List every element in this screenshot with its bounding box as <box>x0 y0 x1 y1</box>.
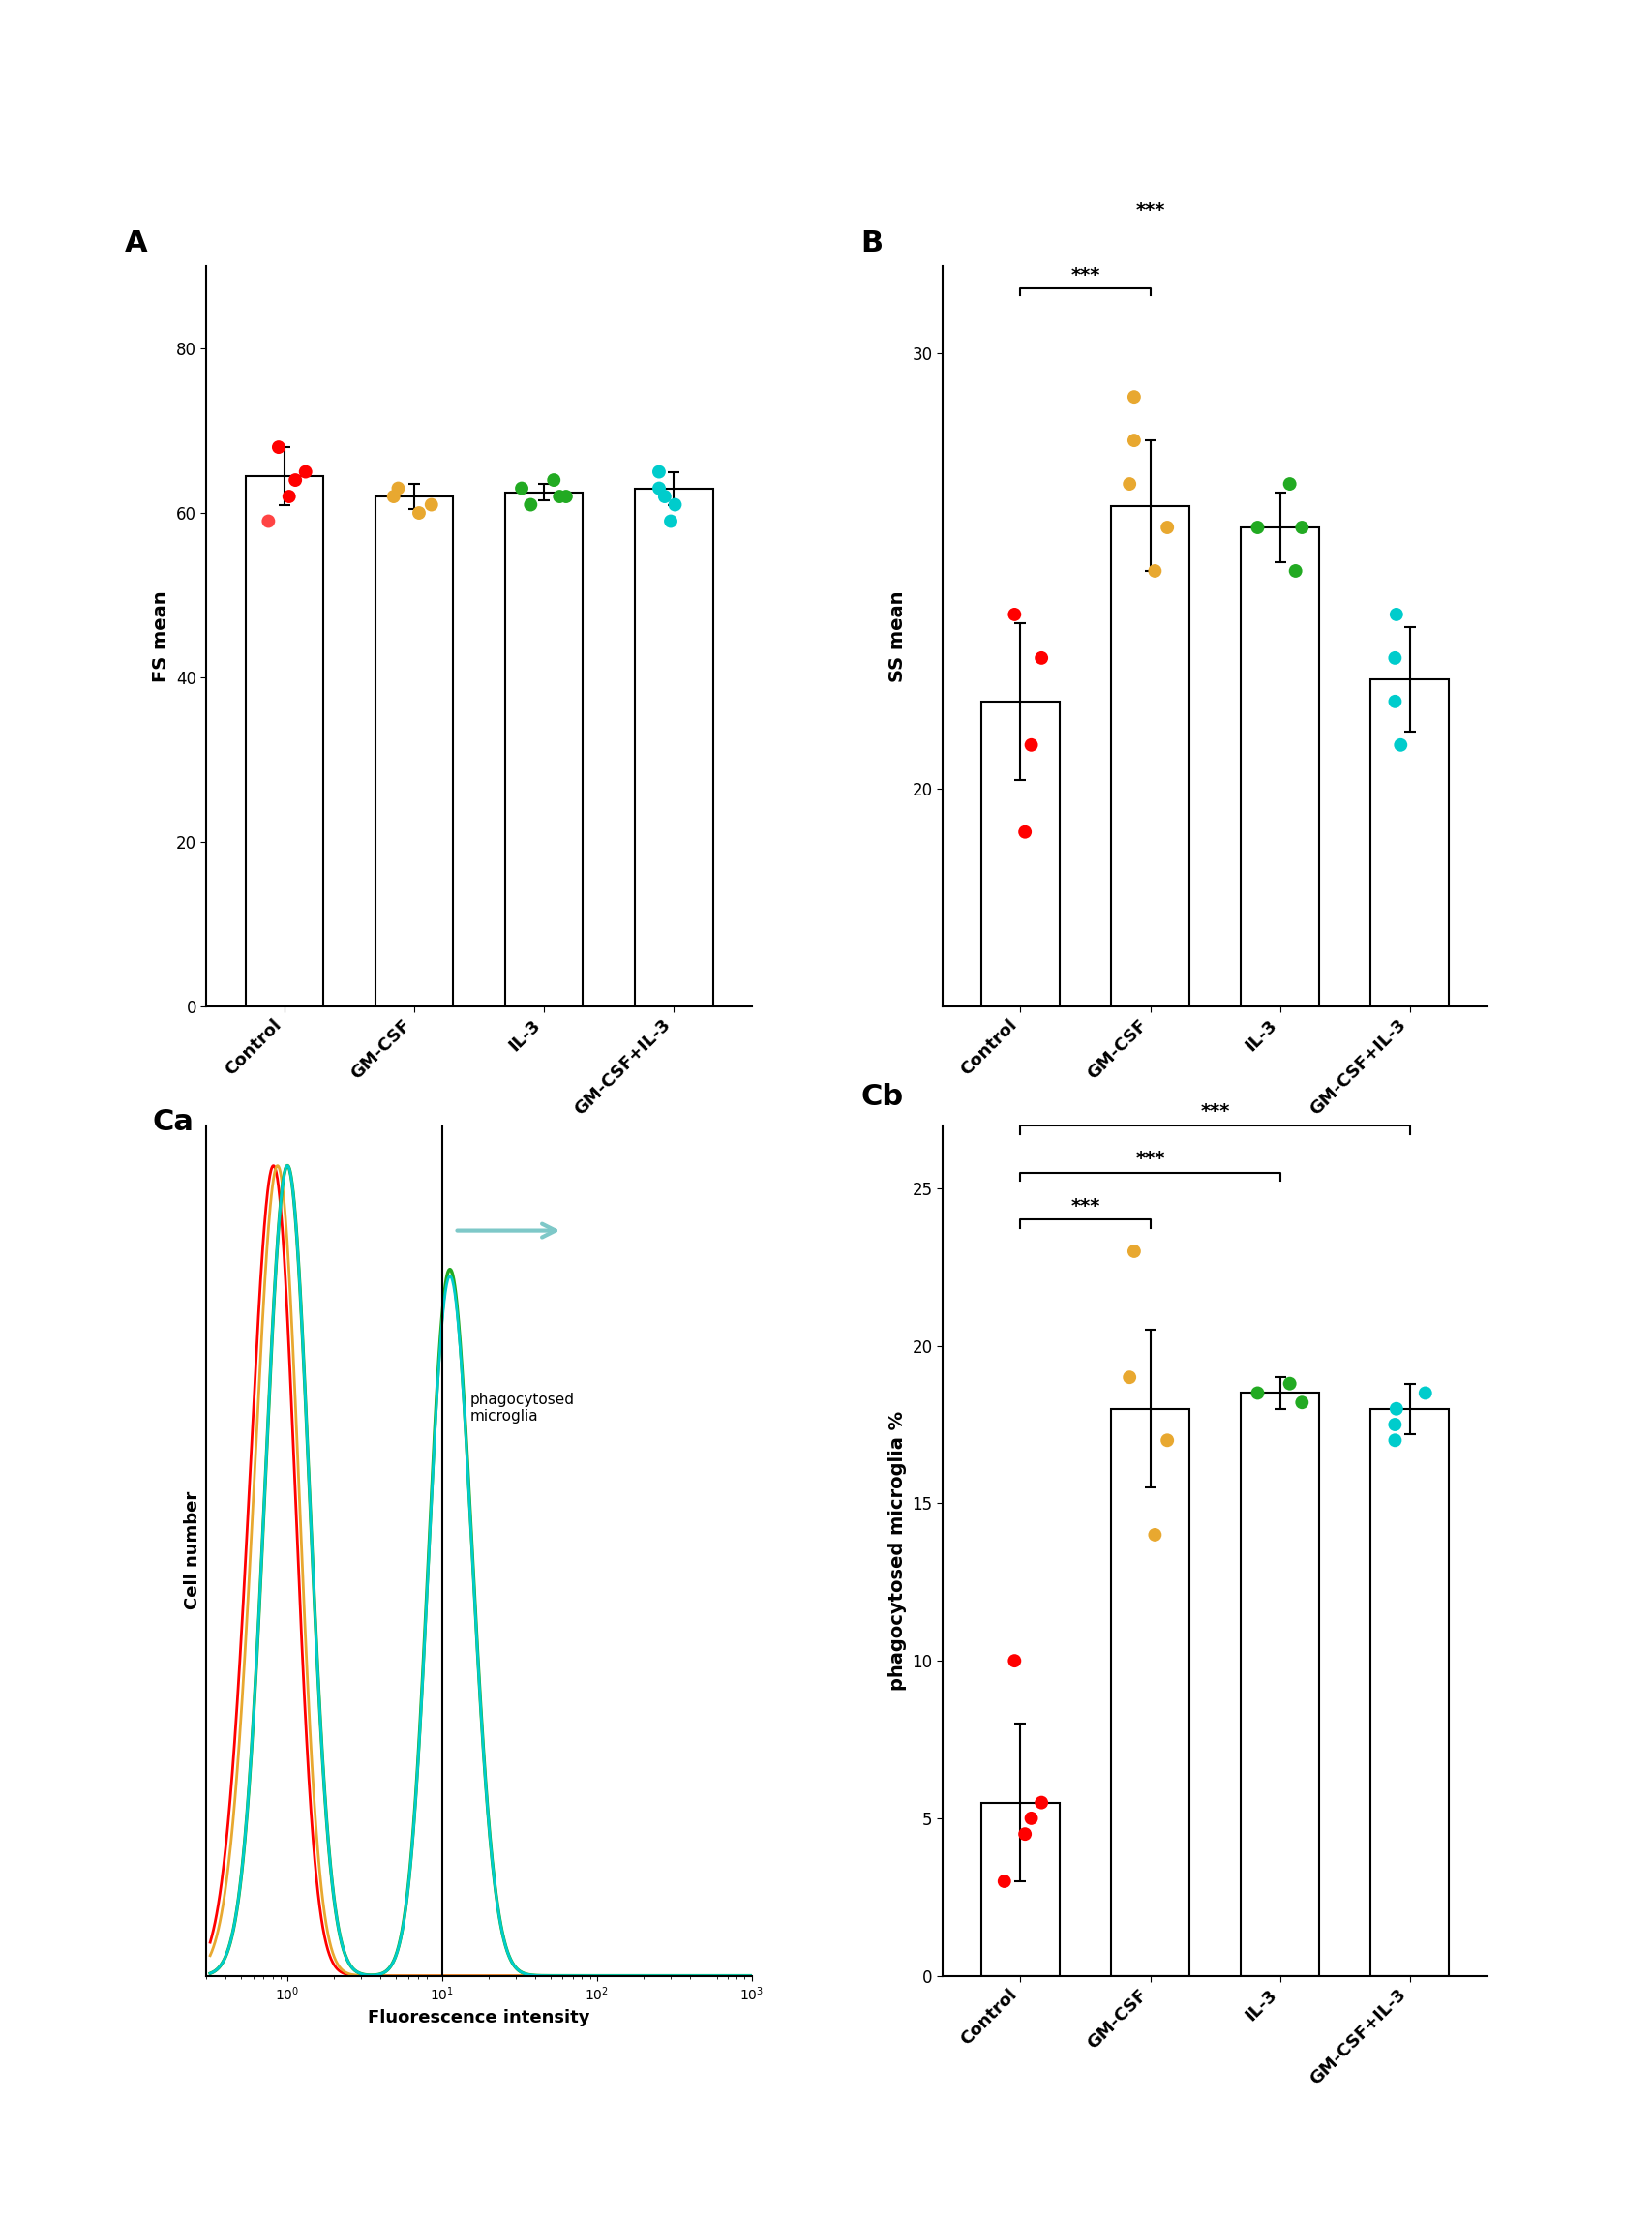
Point <box>1115 466 1142 502</box>
Point <box>1383 597 1409 633</box>
Point <box>1001 597 1028 633</box>
Point <box>1386 728 1412 764</box>
Y-axis label: phagocytosed microglia %: phagocytosed microglia % <box>887 1410 905 1689</box>
Point <box>1142 1516 1168 1552</box>
Point <box>1153 1423 1180 1459</box>
Point <box>292 455 319 491</box>
Text: ***: *** <box>1070 266 1099 284</box>
X-axis label: Fluorescence intensity: Fluorescence intensity <box>368 2009 590 2027</box>
Point <box>1018 728 1044 764</box>
Point <box>1120 380 1146 415</box>
Point <box>1244 511 1270 546</box>
Point <box>1120 422 1146 457</box>
Point <box>991 1863 1018 1898</box>
Point <box>1381 1407 1408 1443</box>
Text: B: B <box>861 229 882 258</box>
Point <box>646 455 672 491</box>
Bar <box>634 488 712 1006</box>
Bar <box>1241 1392 1318 1976</box>
Point <box>1383 1392 1409 1427</box>
Bar <box>1370 679 1447 1658</box>
Point <box>282 462 309 497</box>
Bar <box>1110 1410 1188 1976</box>
Point <box>405 495 431 531</box>
Point <box>1381 639 1408 675</box>
Point <box>1275 1365 1302 1401</box>
Point <box>1011 1816 1037 1851</box>
Bar <box>506 493 583 1006</box>
Point <box>1411 1374 1437 1410</box>
Point <box>1018 1800 1044 1836</box>
Point <box>1381 684 1408 719</box>
Text: ***: *** <box>1199 1103 1229 1121</box>
Point <box>1244 1374 1270 1410</box>
Point <box>418 486 444 522</box>
Point <box>380 480 406 515</box>
Point <box>1028 639 1054 675</box>
Text: Cb: Cb <box>861 1083 904 1110</box>
Point <box>1120 1234 1146 1270</box>
Bar <box>1370 1410 1447 1976</box>
Bar <box>1241 528 1318 1658</box>
Point <box>1153 511 1180 546</box>
Y-axis label: Cell number: Cell number <box>183 1492 202 1610</box>
Text: A: A <box>126 229 147 258</box>
Text: ***: *** <box>1135 200 1165 220</box>
Point <box>1289 511 1315 546</box>
Point <box>1142 553 1168 588</box>
Point <box>657 504 684 539</box>
Point <box>1282 553 1308 588</box>
Text: phagocytosed
microglia: phagocytosed microglia <box>469 1392 573 1423</box>
Bar <box>1110 506 1188 1658</box>
Point <box>1028 1785 1054 1820</box>
Bar <box>246 475 324 1006</box>
Point <box>276 480 302 515</box>
Text: ***: *** <box>1135 1150 1165 1168</box>
Y-axis label: FS mean: FS mean <box>152 591 170 682</box>
Point <box>1011 815 1037 850</box>
Y-axis label: SS mean: SS mean <box>887 591 905 682</box>
Point <box>385 471 411 506</box>
Point <box>661 486 687 522</box>
Bar <box>981 1803 1059 1976</box>
Point <box>1001 1643 1028 1678</box>
Point <box>646 471 672 506</box>
Point <box>547 480 573 515</box>
Point <box>651 480 677 515</box>
Text: Ca: Ca <box>152 1108 193 1137</box>
Point <box>254 504 281 539</box>
Point <box>266 428 292 464</box>
Point <box>517 486 544 522</box>
Point <box>540 462 567 497</box>
Bar <box>375 497 453 1006</box>
Text: ***: *** <box>1070 1197 1099 1217</box>
Point <box>552 480 578 515</box>
Point <box>509 471 535 506</box>
Bar <box>981 702 1059 1658</box>
Point <box>1275 466 1302 502</box>
Point <box>1115 1359 1142 1394</box>
Point <box>1381 1423 1408 1459</box>
Point <box>1289 1385 1315 1421</box>
